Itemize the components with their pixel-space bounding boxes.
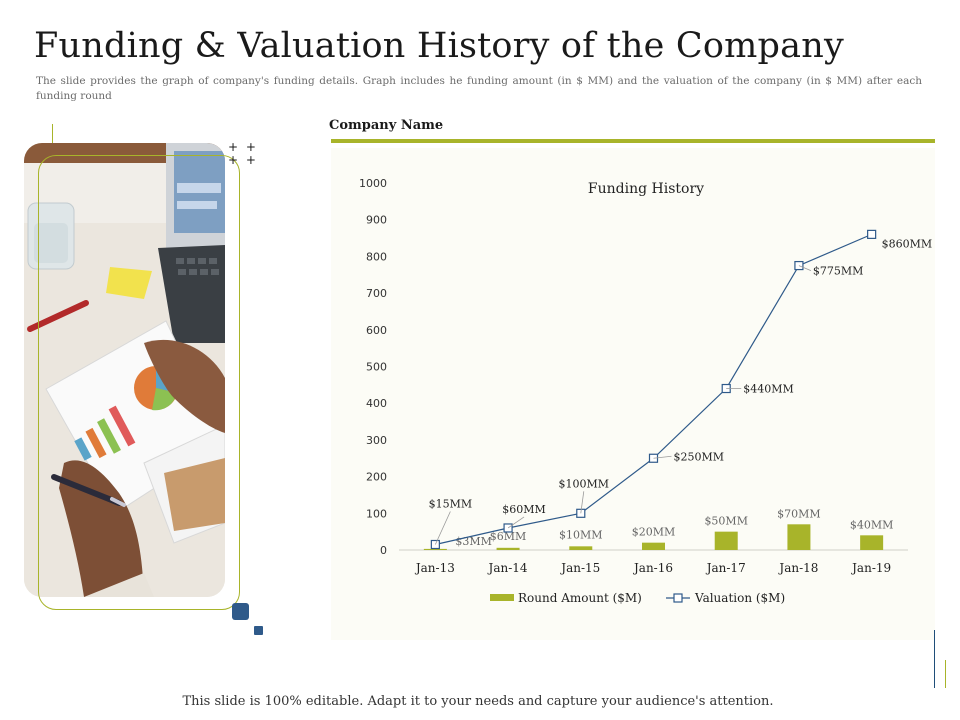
bar-data-label: $6MM <box>490 530 527 543</box>
y-tick-label: 100 <box>366 507 387 520</box>
valuation-leader-line <box>434 511 451 545</box>
valuation-leader-line <box>653 455 672 459</box>
slide-subtitle: The slide provides the graph of company'… <box>36 75 922 102</box>
y-tick-label: 500 <box>366 361 387 374</box>
valuation-data-label: $775MM <box>813 265 864 278</box>
legend-marker-valuation <box>673 593 683 603</box>
corner-line-navy <box>934 630 935 688</box>
bar-data-label: $40MM <box>850 518 894 531</box>
valuation-data-label: $60MM <box>502 503 546 516</box>
bar-data-label: $3MM <box>455 535 492 548</box>
valuation-data-label: $250MM <box>674 450 725 463</box>
valuation-marker <box>576 508 586 518</box>
y-tick-label: 1000 <box>359 177 387 190</box>
footer-note: This slide is 100% editable. Adapt it to… <box>182 694 774 709</box>
x-tick-label: Jan-18 <box>777 561 818 575</box>
x-tick-label: Jan-13 <box>414 561 455 575</box>
x-tick-label: Jan-16 <box>632 561 673 575</box>
valuation-data-label: $440MM <box>743 383 794 396</box>
x-tick-label: Jan-15 <box>559 561 600 575</box>
bar-round-amount <box>787 524 811 550</box>
chart-panel <box>331 148 935 640</box>
y-tick-label: 200 <box>366 471 387 484</box>
legend-swatch-round-amount <box>490 594 514 601</box>
bar-data-label: $50MM <box>704 515 748 528</box>
y-tick-label: 0 <box>380 544 387 557</box>
corner-line-green <box>945 660 946 688</box>
bar-data-label: $20MM <box>632 526 676 539</box>
bar-round-amount <box>569 546 593 550</box>
valuation-data-label: $100MM <box>559 477 610 490</box>
slide-title: Funding & Valuation History of the Compa… <box>34 26 844 66</box>
x-tick-label: Jan-17 <box>705 561 746 575</box>
y-tick-label: 900 <box>366 214 387 227</box>
plus-marks-decoration: + + + + <box>228 140 258 167</box>
y-tick-label: 400 <box>366 397 387 410</box>
bar-round-amount <box>496 547 520 550</box>
x-tick-label: Jan-14 <box>487 561 528 575</box>
y-tick-label: 300 <box>366 434 387 447</box>
chart-title: Funding History <box>588 181 704 197</box>
valuation-data-label: $860MM <box>882 237 933 250</box>
valuation-marker <box>867 229 877 239</box>
legend-label-valuation: Valuation ($M) <box>694 591 785 605</box>
legend-label-round-amount: Round Amount ($M) <box>518 591 642 605</box>
valuation-leader-line <box>580 491 585 514</box>
company-name-label: Company Name <box>329 118 444 133</box>
valuation-line <box>435 233 872 546</box>
funding-history-chart: Funding History 0 100 200 300 400 500 600 700 800… <box>359 177 933 605</box>
bar-round-amount <box>423 548 447 550</box>
decorative-square-large <box>232 603 249 620</box>
y-tick-label: 600 <box>366 324 387 337</box>
bar-round-amount <box>714 531 738 550</box>
valuation-data-label: $15MM <box>429 497 473 510</box>
decorative-square-small <box>254 626 263 635</box>
bar-round-amount <box>860 535 884 550</box>
y-tick-label: 700 <box>366 287 387 300</box>
desk-photo <box>24 143 225 597</box>
company-name-rule <box>331 139 935 143</box>
bar-data-label: $70MM <box>777 507 821 520</box>
y-tick-label: 800 <box>366 250 387 263</box>
x-tick-label: Jan-19 <box>850 561 891 575</box>
photo-frame <box>38 155 240 610</box>
bar-data-label: $10MM <box>559 528 603 541</box>
bar-round-amount <box>642 542 665 550</box>
valuation-leader-line <box>507 516 525 529</box>
valuation-leader-line <box>798 265 812 271</box>
